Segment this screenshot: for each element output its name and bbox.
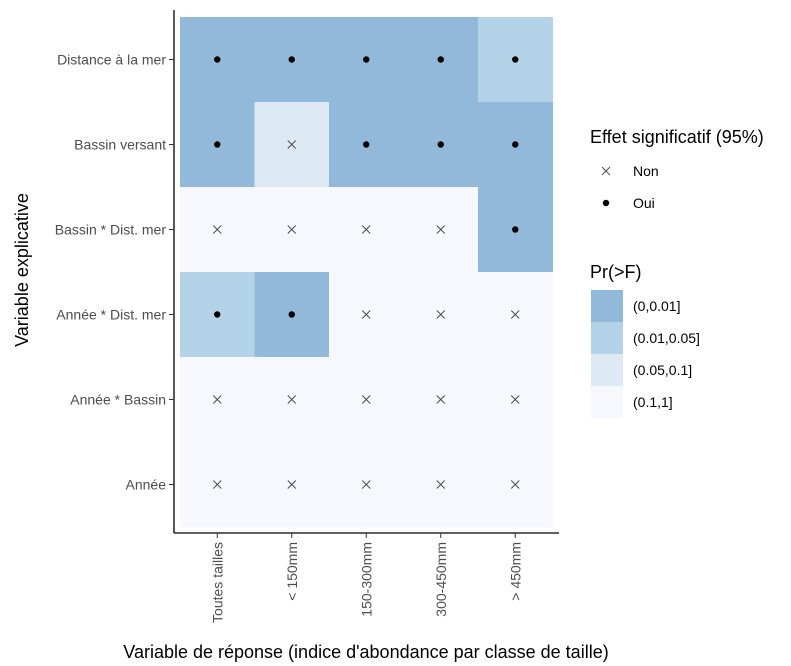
- x-tick-label: Toutes tailles: [209, 542, 225, 623]
- y-tick-label: Bassin versant: [74, 137, 166, 153]
- fill-legend: Pr(>F) (0,0.01] (0.01,0.05] (0.05,0.1] (0.1…: [590, 262, 700, 418]
- significant-dot-mark: [363, 141, 370, 148]
- significant-dot-mark: [288, 311, 295, 318]
- not-significant-cross-mark: [436, 480, 446, 489]
- not-significant-cross-mark: [287, 225, 297, 234]
- not-significant-cross-mark: [361, 225, 371, 234]
- y-tick-label: Bassin * Dist. mer: [55, 222, 167, 238]
- not-significant-cross-mark: [361, 310, 371, 319]
- not-significant-cross-mark: [436, 310, 446, 319]
- not-significant-cross-mark: [361, 395, 371, 404]
- heatmap-cells: [180, 17, 554, 528]
- not-significant-cross-mark: [212, 395, 222, 404]
- y-axis-title: Variable explicative: [12, 193, 32, 347]
- fill-legend-swatch: [591, 290, 623, 322]
- not-significant-cross-mark: [361, 480, 371, 489]
- fill-legend-swatch: [591, 322, 623, 354]
- fill-legend-label: (0.01,0.05]: [633, 330, 700, 346]
- not-significant-cross-mark: [436, 225, 446, 234]
- shape-legend: Effet significatif (95%) Non Oui: [590, 127, 764, 211]
- x-tick-label: < 150mm: [284, 542, 300, 601]
- significant-dot-mark: [437, 141, 444, 148]
- significant-dot-mark: [437, 56, 444, 63]
- not-significant-cross-mark: [212, 225, 222, 234]
- fill-legend-label: (0.05,0.1]: [633, 362, 692, 378]
- shape-legend-dot-key: [602, 199, 610, 207]
- significant-dot-mark: [214, 56, 221, 63]
- significant-dot-mark: [363, 56, 370, 63]
- significant-dot-mark: [214, 311, 221, 318]
- significant-dot-mark: [512, 56, 519, 63]
- not-significant-cross-mark: [287, 140, 297, 149]
- x-tick-label: 300-450mm: [433, 542, 449, 617]
- significant-dot-mark: [214, 141, 221, 148]
- significant-dot-mark: [512, 226, 519, 233]
- significance-marks: [212, 56, 520, 489]
- y-tick-label: Année * Bassin: [70, 392, 166, 408]
- y-tick-label: Année: [126, 477, 167, 493]
- shape-legend-label: Oui: [633, 195, 655, 211]
- not-significant-cross-mark: [510, 310, 520, 319]
- not-significant-cross-mark: [287, 395, 297, 404]
- shape-legend-label: Non: [633, 163, 659, 179]
- not-significant-cross-mark: [510, 395, 520, 404]
- not-significant-cross-mark: [287, 480, 297, 489]
- not-significant-cross-mark: [212, 480, 222, 489]
- significant-dot-mark: [512, 141, 519, 148]
- fill-legend-swatch: [591, 354, 623, 386]
- significant-dot-mark: [288, 56, 295, 63]
- shape-legend-cross-key: [601, 166, 611, 176]
- axes: [169, 10, 559, 538]
- fill-legend-label: (0.1,1]: [633, 394, 673, 410]
- x-tick-label: > 450mm: [507, 542, 523, 601]
- shape-legend-title: Effet significatif (95%): [590, 127, 764, 147]
- y-tick-label: Distance à la mer: [57, 52, 166, 68]
- x-axis-title: Variable de réponse (indice d'abondance …: [123, 642, 608, 662]
- fill-legend-swatch: [591, 386, 623, 418]
- x-tick-label: 150-300mm: [358, 542, 374, 617]
- not-significant-cross-mark: [436, 395, 446, 404]
- not-significant-cross-mark: [510, 480, 520, 489]
- tick-labels: Distance à la mer Bassin versant Bassin * …: [55, 52, 524, 623]
- fill-legend-label: (0,0.01]: [633, 298, 680, 314]
- y-tick-label: Année * Dist. mer: [56, 307, 166, 323]
- fill-legend-title: Pr(>F): [590, 262, 642, 282]
